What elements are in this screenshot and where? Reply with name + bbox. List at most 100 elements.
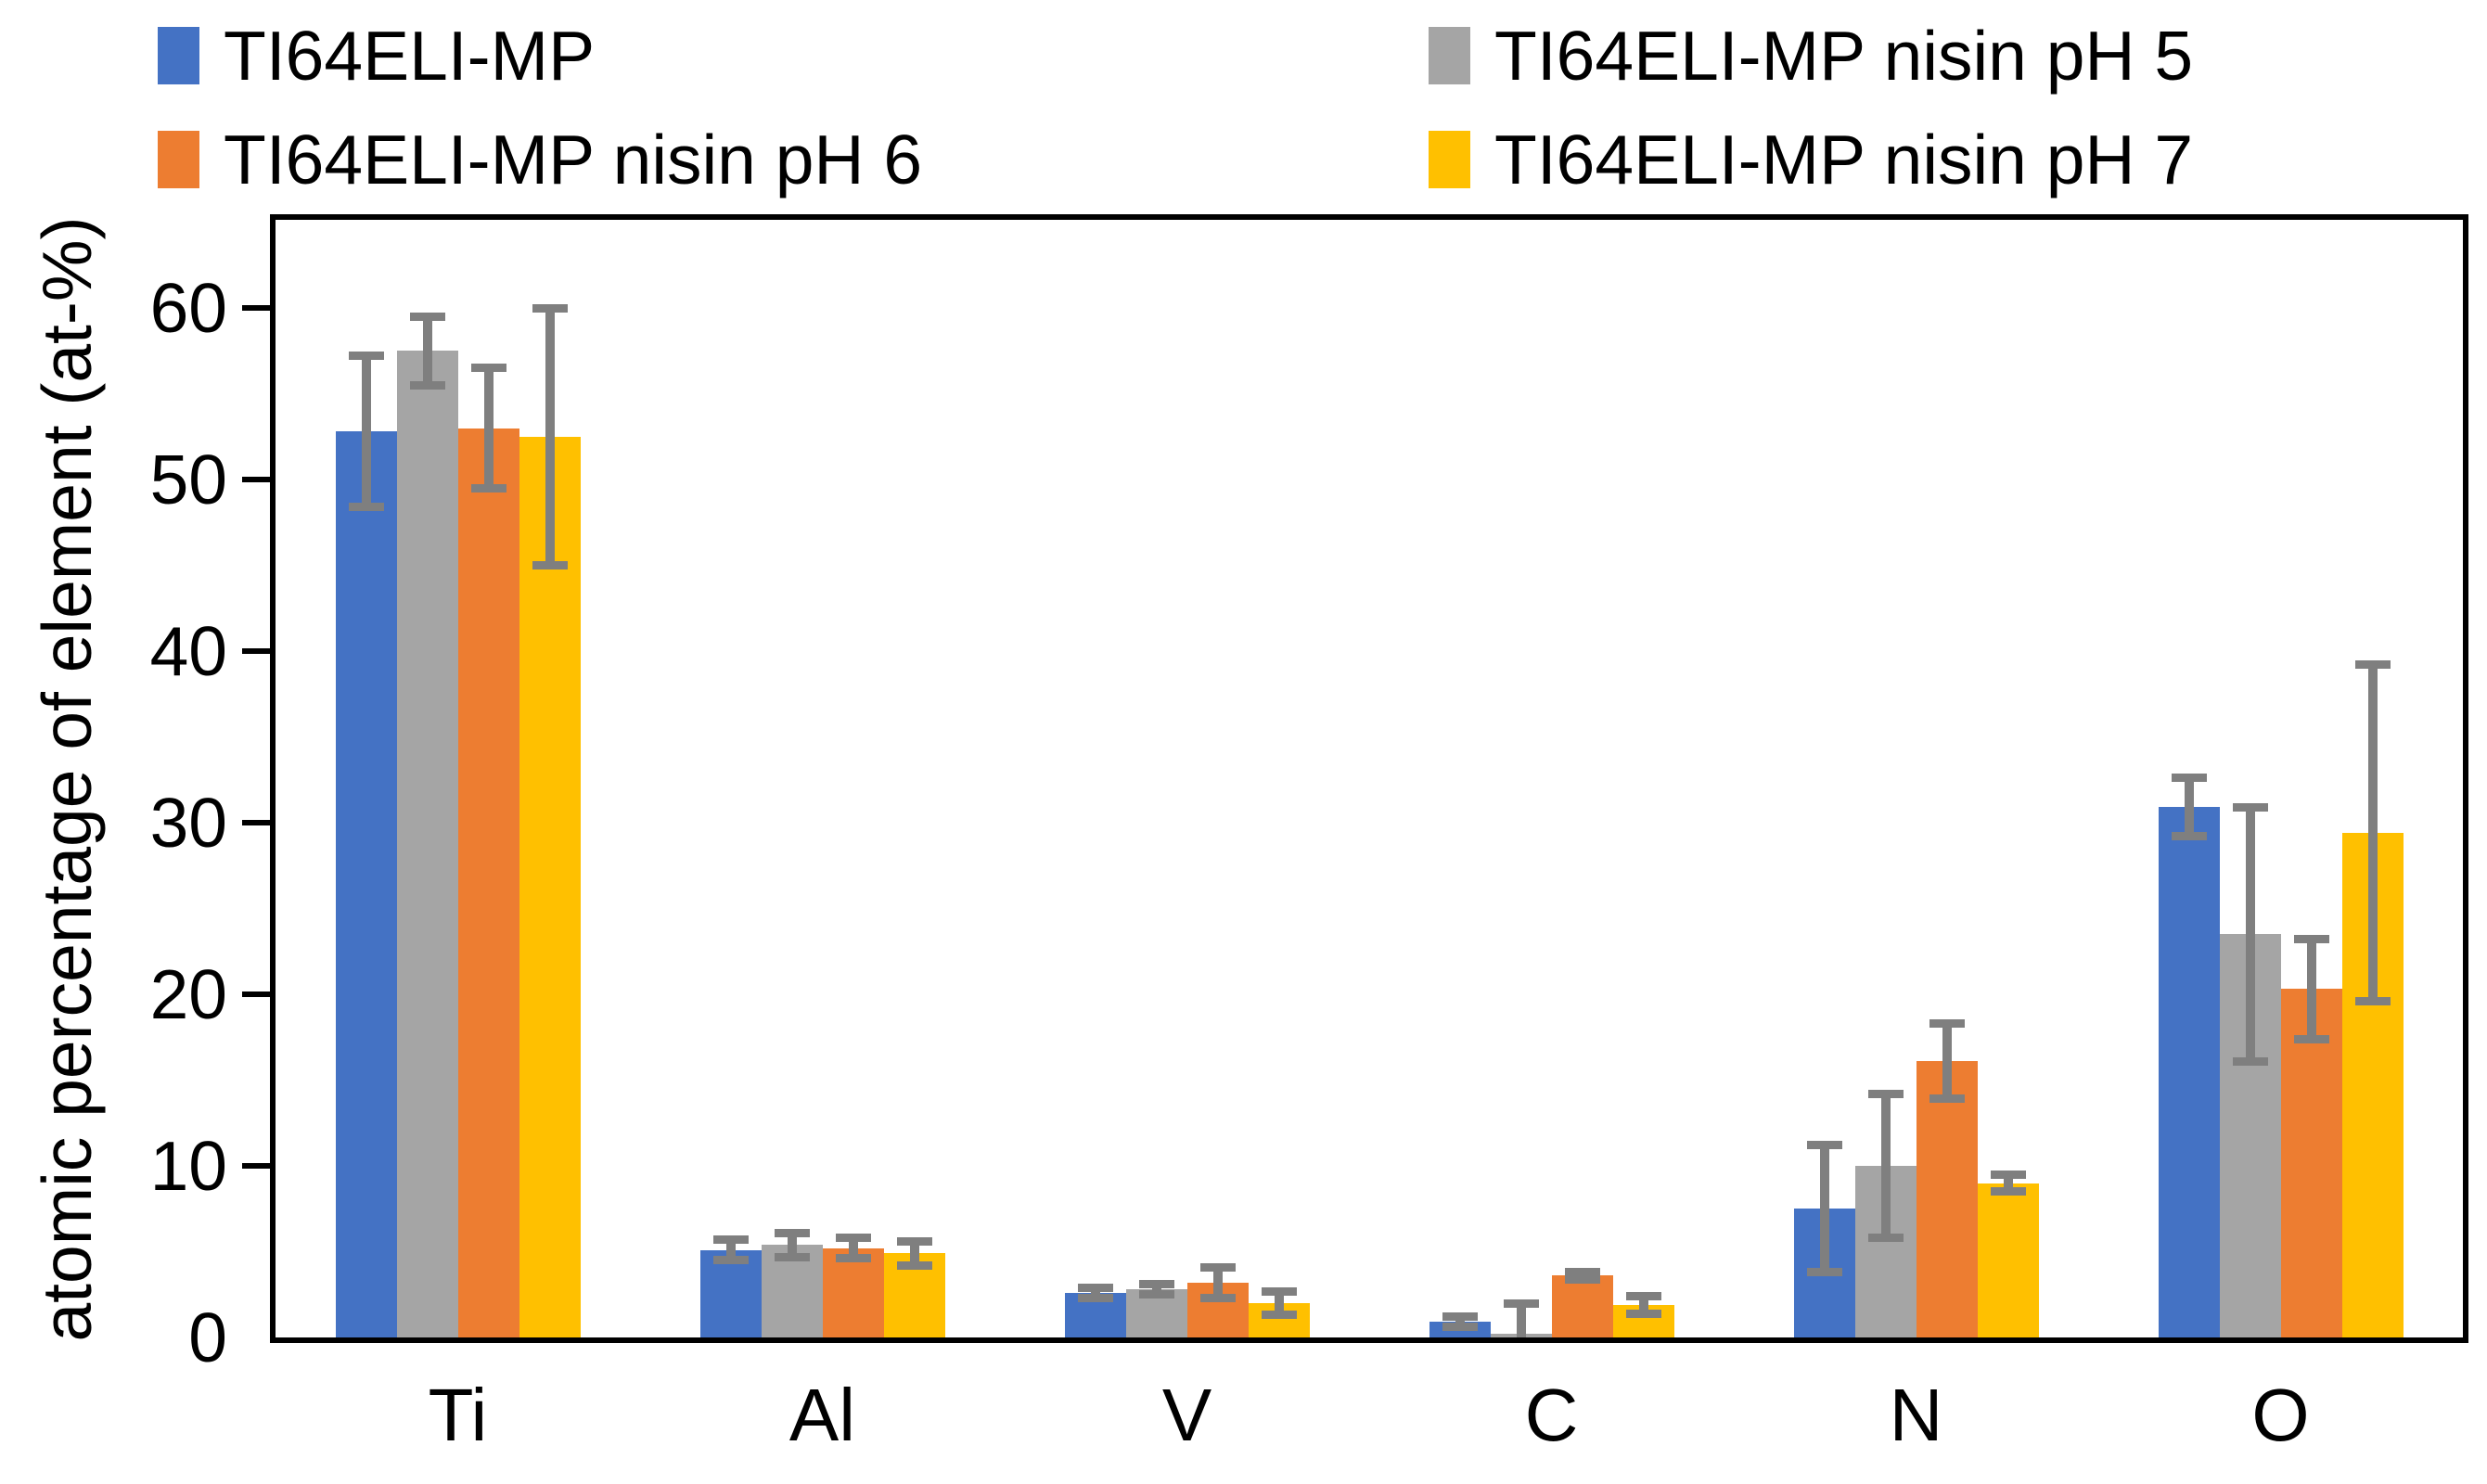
error-cap-top-ti-ti64eli-mp-nisin-ph-7 <box>532 303 568 313</box>
y-tick-label-20: 20 <box>149 955 227 1033</box>
error-cap-top-o-ti64eli-mp-nisin-ph-5 <box>2232 802 2268 812</box>
y-tick-label-30: 30 <box>149 784 227 862</box>
error-cap-top-v-ti64eli-mp-nisin-ph-5 <box>1138 1280 1174 1289</box>
error-bar-n-ti64eli-mp-nisin-ph-5 <box>1880 1094 1891 1238</box>
error-cap-top-v-ti64eli-mp <box>1077 1283 1113 1292</box>
error-cap-top-al-ti64eli-mp-nisin-ph-7 <box>896 1236 932 1246</box>
error-cap-bottom-o-ti64eli-mp-nisin-ph-5 <box>2232 1056 2268 1066</box>
legend-swatch-ti64eli-mp-nisin-ph-7 <box>1429 131 1470 188</box>
error-bar-v-ti64eli-mp <box>1090 1287 1100 1298</box>
x-category-label-c: C <box>1524 1374 1579 1456</box>
error-cap-top-c-ti64eli-mp <box>1442 1312 1478 1322</box>
error-cap-top-al-ti64eli-mp-nisin-ph-5 <box>774 1228 810 1237</box>
error-bar-o-ti64eli-mp-nisin-ph-7 <box>2367 664 2378 1002</box>
x-category-label-v: V <box>1161 1374 1212 1456</box>
error-cap-bottom-al-ti64eli-mp-nisin-ph-7 <box>896 1260 932 1270</box>
y-axis-tick-60 <box>242 305 270 311</box>
error-bar-v-ti64eli-mp-nisin-ph-6 <box>1212 1267 1223 1298</box>
bar-al-ti64eli-mp-nisin-ph-6 <box>822 1247 884 1337</box>
legend-swatch-ti64eli-mp-nisin-ph-5 <box>1429 27 1470 84</box>
bar-ti-ti64eli-mp <box>335 431 397 1337</box>
error-cap-bottom-al-ti64eli-mp-nisin-ph-5 <box>774 1252 810 1261</box>
error-bar-o-ti64eli-mp-nisin-ph-5 <box>2245 807 2255 1062</box>
bar-ti-ti64eli-mp-nisin-ph-6 <box>457 428 519 1337</box>
legend-swatch-ti64eli-mp-nisin-ph-6 <box>158 131 199 188</box>
x-category-label-o: O <box>2251 1374 2310 1456</box>
y-axis-tick-50 <box>242 477 270 482</box>
error-cap-top-n-ti64eli-mp <box>1806 1141 1842 1150</box>
error-cap-top-n-ti64eli-mp-nisin-ph-7 <box>1990 1170 2026 1179</box>
y-tick-label-0: 0 <box>188 1298 227 1376</box>
error-bar-v-ti64eli-mp-nisin-ph-5 <box>1151 1284 1161 1295</box>
legend-item-ti64eli-mp-nisin-ph-6: TI64ELI-MP nisin pH 6 <box>158 117 922 202</box>
error-cap-top-n-ti64eli-mp-nisin-ph-6 <box>1929 1018 1965 1028</box>
error-bar-c-ti64eli-mp-nisin-ph-5 <box>1516 1303 1526 1337</box>
error-cap-bottom-o-ti64eli-mp-nisin-ph-7 <box>2354 996 2391 1005</box>
bar-ti-ti64eli-mp-nisin-ph-7 <box>519 436 581 1337</box>
error-cap-bottom-ti-ti64eli-mp-nisin-ph-7 <box>532 561 568 569</box>
error-cap-top-v-ti64eli-mp-nisin-ph-7 <box>1261 1286 1297 1296</box>
bar-o-ti64eli-mp-nisin-ph-6 <box>2280 989 2342 1337</box>
error-cap-bottom-v-ti64eli-mp <box>1077 1293 1113 1302</box>
legend-label-ti64eli-mp-nisin-ph-7: TI64ELI-MP nisin pH 7 <box>1494 121 2194 198</box>
error-cap-bottom-ti-ti64eli-mp-nisin-ph-6 <box>470 483 506 493</box>
y-tick-label-40: 40 <box>149 612 227 690</box>
bar-c-ti64eli-mp-nisin-ph-6 <box>1551 1275 1613 1337</box>
plot-area <box>276 220 2463 1337</box>
error-bar-o-ti64eli-mp-nisin-ph-6 <box>2306 939 2316 1040</box>
error-bar-c-ti64eli-mp <box>1455 1316 1465 1327</box>
error-bar-n-ti64eli-mp <box>1819 1145 1829 1273</box>
y-tick-label-50: 50 <box>149 441 227 518</box>
error-bar-al-ti64eli-mp-nisin-ph-5 <box>787 1233 797 1258</box>
error-cap-top-al-ti64eli-mp <box>712 1235 749 1245</box>
error-cap-top-al-ti64eli-mp-nisin-ph-6 <box>835 1234 871 1243</box>
error-bar-v-ti64eli-mp-nisin-ph-7 <box>1274 1291 1284 1315</box>
error-bar-o-ti64eli-mp <box>2184 777 2194 837</box>
error-cap-top-v-ti64eli-mp-nisin-ph-6 <box>1199 1262 1236 1272</box>
error-bar-ti-ti64eli-mp-nisin-ph-7 <box>545 308 555 566</box>
bar-n-ti64eli-mp-nisin-ph-6 <box>1916 1061 1978 1337</box>
legend-item-ti64eli-mp-nisin-ph-7: TI64ELI-MP nisin pH 7 <box>1429 117 2193 202</box>
error-cap-bottom-v-ti64eli-mp-nisin-ph-5 <box>1138 1290 1174 1299</box>
error-cap-top-n-ti64eli-mp-nisin-ph-5 <box>1867 1089 1904 1098</box>
y-tick-label-10: 10 <box>149 1127 227 1205</box>
error-bar-ti-ti64eli-mp-nisin-ph-5 <box>422 316 432 386</box>
x-category-label-ti: Ti <box>428 1374 488 1456</box>
error-bar-al-ti64eli-mp-nisin-ph-6 <box>848 1237 858 1259</box>
error-cap-top-c-ti64eli-mp-nisin-ph-6 <box>1564 1268 1600 1277</box>
error-bar-al-ti64eli-mp-nisin-ph-7 <box>909 1241 919 1266</box>
legend-swatch-ti64eli-mp <box>158 27 199 84</box>
error-cap-top-o-ti64eli-mp <box>2171 774 2207 783</box>
error-cap-top-ti-ti64eli-mp <box>348 352 384 361</box>
error-bar-n-ti64eli-mp-nisin-ph-7 <box>2003 1174 2013 1192</box>
y-axis-tick-10 <box>242 1163 270 1169</box>
error-bar-ti-ti64eli-mp <box>361 355 371 507</box>
error-cap-bottom-n-ti64eli-mp <box>1806 1268 1842 1277</box>
legend-item-ti64eli-mp-nisin-ph-5: TI64ELI-MP nisin pH 5 <box>1429 13 2193 98</box>
bar-al-ti64eli-mp <box>699 1249 762 1337</box>
error-bar-c-ti64eli-mp-nisin-ph-7 <box>1638 1296 1648 1314</box>
error-cap-bottom-c-ti64eli-mp-nisin-ph-6 <box>1564 1274 1600 1284</box>
legend-label-ti64eli-mp: TI64ELI-MP <box>224 17 596 95</box>
error-bar-n-ti64eli-mp-nisin-ph-6 <box>1942 1023 1952 1099</box>
error-cap-top-c-ti64eli-mp-nisin-ph-5 <box>1503 1298 1539 1308</box>
y-tick-label-60: 60 <box>149 269 227 347</box>
error-cap-bottom-o-ti64eli-mp <box>2171 832 2207 841</box>
error-cap-bottom-o-ti64eli-mp-nisin-ph-6 <box>2293 1034 2329 1043</box>
error-cap-bottom-al-ti64eli-mp-nisin-ph-6 <box>835 1254 871 1263</box>
y-axis-tick-20 <box>242 991 270 997</box>
y-axis-tick-40 <box>242 648 270 654</box>
error-cap-bottom-ti-ti64eli-mp <box>348 503 384 512</box>
error-cap-bottom-v-ti64eli-mp-nisin-ph-7 <box>1261 1311 1297 1320</box>
error-cap-bottom-al-ti64eli-mp <box>712 1256 749 1265</box>
error-cap-bottom-n-ti64eli-mp-nisin-ph-5 <box>1867 1234 1904 1243</box>
error-bar-ti-ti64eli-mp-nisin-ph-6 <box>483 367 494 489</box>
error-bar-al-ti64eli-mp <box>725 1239 736 1260</box>
bar-o-ti64eli-mp <box>2158 807 2220 1337</box>
error-cap-bottom-n-ti64eli-mp-nisin-ph-6 <box>1929 1094 1965 1104</box>
error-cap-bottom-c-ti64eli-mp <box>1442 1323 1478 1332</box>
legend-item-ti64eli-mp: TI64ELI-MP <box>158 13 595 98</box>
error-cap-bottom-ti-ti64eli-mp-nisin-ph-5 <box>409 380 445 390</box>
error-cap-bottom-c-ti64eli-mp-nisin-ph-7 <box>1625 1309 1661 1318</box>
